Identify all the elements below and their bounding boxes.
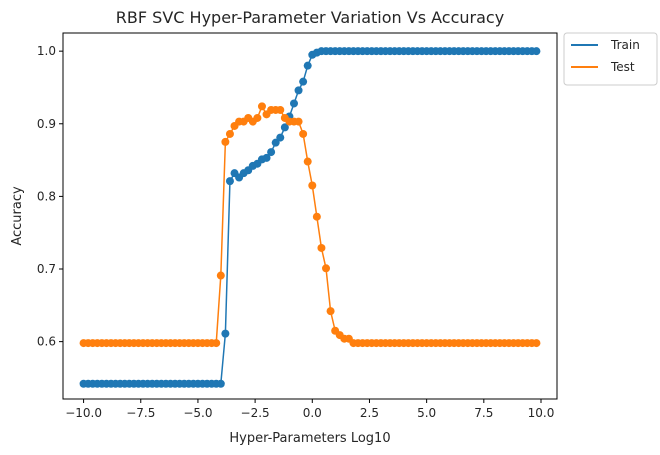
data-point-test: [225, 129, 234, 138]
data-point-test: [299, 129, 308, 138]
plot-frame: [62, 32, 558, 400]
data-point-test: [326, 307, 335, 316]
data-point-train: [216, 379, 225, 388]
data-point-train: [299, 77, 308, 86]
data-point-test: [308, 181, 317, 190]
legend-label-test: Test: [610, 60, 635, 74]
data-point-train: [225, 177, 234, 186]
data-point-test: [532, 339, 541, 348]
data-point-test: [322, 264, 331, 273]
data-point-train: [221, 329, 230, 338]
data-point-train: [271, 138, 280, 147]
y-tick-label: 0.9: [37, 117, 56, 131]
data-point-train: [532, 47, 541, 56]
y-tick-label: 0.7: [37, 262, 56, 276]
data-point-test: [257, 102, 266, 111]
data-point-test: [216, 271, 225, 280]
x-tick-label: −10.0: [65, 406, 102, 420]
x-axis-label: Hyper-Parameters Log10: [229, 431, 390, 446]
data-point-test: [294, 117, 303, 126]
x-tick-label: 10.0: [528, 406, 555, 420]
series-test: [79, 102, 541, 348]
series-train: [79, 47, 541, 388]
y-axis-label: Accuracy: [10, 186, 25, 246]
data-point-train: [289, 99, 298, 108]
data-point-test: [312, 212, 321, 221]
legend: Train Test: [563, 32, 658, 86]
x-tick-label: 5.0: [417, 406, 436, 420]
x-tick-label: −7.5: [126, 406, 155, 420]
legend-label-train: Train: [610, 38, 640, 52]
data-point-test: [303, 157, 312, 166]
data-point-train: [262, 153, 271, 162]
y-tick-label: 0.8: [37, 189, 56, 203]
data-point-train: [294, 86, 303, 95]
x-tick-label: 0.0: [303, 406, 322, 420]
y-tick-label: 1.0: [37, 44, 56, 58]
data-point-test: [212, 339, 221, 348]
y-axis: 0.6 0.7 0.8 0.9 1.0: [37, 44, 63, 349]
data-point-train: [267, 148, 276, 157]
x-tick-label: −5.0: [183, 406, 212, 420]
plot-area: [79, 47, 541, 388]
series-line-test: [83, 104, 537, 344]
x-axis: −10.0 −7.5 −5.0 −2.5 0.0 2.5 5.0 7.5 10.0: [65, 399, 554, 420]
data-point-train: [303, 61, 312, 70]
chart-title: RBF SVC Hyper-Parameter Variation Vs Acc…: [116, 8, 504, 27]
data-point-test: [317, 243, 326, 252]
x-tick-label: 2.5: [360, 406, 379, 420]
x-tick-label: −2.5: [241, 406, 270, 420]
data-point-test: [221, 137, 230, 146]
data-point-test: [253, 113, 262, 122]
data-point-test: [276, 105, 285, 114]
y-tick-label: 0.6: [37, 335, 56, 349]
x-tick-label: 7.5: [474, 406, 493, 420]
data-point-train: [276, 133, 285, 142]
data-point-train: [280, 123, 289, 132]
series-line-train: [83, 50, 537, 385]
